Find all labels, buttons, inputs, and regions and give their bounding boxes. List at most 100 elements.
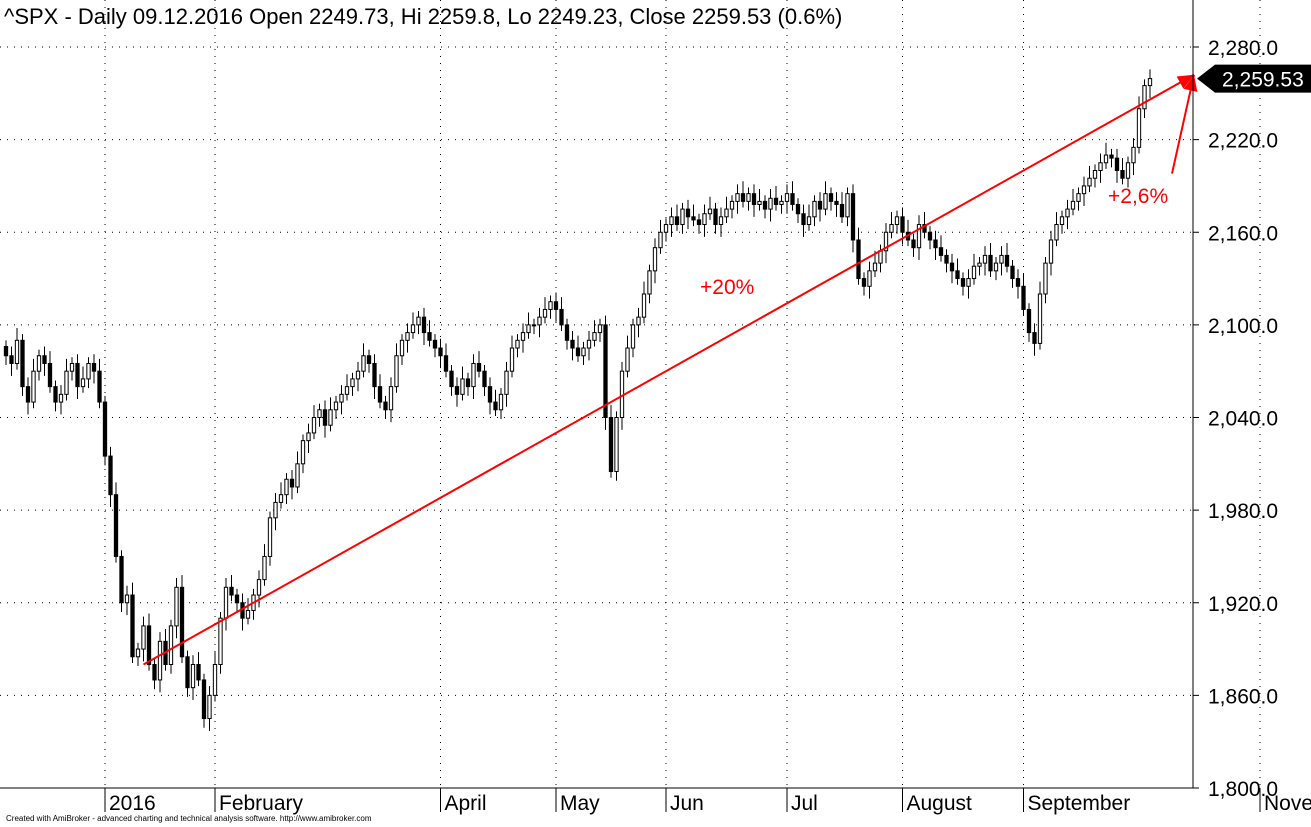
- candle-body: [201, 679, 207, 720]
- candle-body: [757, 200, 762, 205]
- candle-body: [262, 555, 267, 581]
- candle-body: [1087, 177, 1092, 187]
- candle-body: [1026, 308, 1032, 334]
- candle-body: [278, 494, 284, 503]
- candle-body: [944, 254, 949, 264]
- candle-body: [465, 378, 471, 388]
- candle-body: [47, 362, 53, 388]
- candle-body: [207, 694, 212, 720]
- candle-body: [751, 193, 757, 205]
- candle-body: [432, 339, 438, 349]
- y-tick-label: 1,860.0: [1208, 685, 1278, 708]
- candle-body: [168, 625, 174, 665]
- y-axis: 2,280.0 2,220.0 2,160.0 2,100.0 2,040.0 1,980…: [1193, 37, 1278, 801]
- x-tick-label: November: [1264, 792, 1311, 815]
- arrow-head: [1183, 74, 1198, 92]
- candle-body: [504, 370, 509, 395]
- candle-body: [130, 594, 135, 658]
- candle-body: [812, 200, 817, 218]
- candle-body: [31, 370, 36, 403]
- candle-body: [1043, 262, 1048, 295]
- candle-body: [927, 231, 933, 241]
- candle-body: [889, 224, 894, 233]
- candle-body: [630, 324, 636, 349]
- candle-body: [339, 393, 344, 403]
- candle-body: [1076, 193, 1081, 202]
- candle-body: [234, 594, 240, 604]
- candle-body: [658, 231, 663, 249]
- candle-body: [1142, 85, 1147, 110]
- candle-body: [328, 409, 333, 426]
- candle-body: [1103, 154, 1109, 164]
- candle-body: [36, 355, 42, 372]
- chart-title: ^SPX - Daily 09.12.2016 Open 2249.73, Hi…: [4, 4, 843, 29]
- candle-body: [482, 370, 487, 388]
- y-tick-label: 1,800.0: [1208, 778, 1278, 801]
- candle-body: [1081, 185, 1087, 195]
- candle-body: [185, 656, 190, 689]
- y-tick-label: 2,040.0: [1208, 408, 1278, 431]
- x-tick-label: August: [907, 792, 973, 815]
- candle-body: [729, 200, 735, 210]
- y-tick-label: 2,160.0: [1208, 222, 1278, 245]
- candle-body: [966, 278, 971, 287]
- candle-body: [366, 355, 372, 364]
- candle-body: [850, 193, 856, 241]
- candle-body: [1010, 265, 1015, 280]
- candle-body: [9, 355, 14, 364]
- x-tick-label: April: [445, 792, 487, 815]
- candle-body: [625, 347, 630, 372]
- x-tick-label: 2016: [109, 792, 156, 815]
- candle-body: [245, 609, 251, 619]
- candle-body: [42, 355, 47, 364]
- candle-body: [911, 239, 916, 249]
- candle-body: [361, 355, 366, 372]
- candle-body: [476, 362, 482, 372]
- candle-body: [806, 216, 812, 226]
- candle-body: [405, 332, 410, 341]
- candle-body: [586, 339, 592, 349]
- candle-body: [190, 664, 196, 689]
- candle-body: [179, 586, 185, 658]
- candle-body: [955, 270, 960, 280]
- candle-body: [669, 216, 674, 226]
- candle-body: [135, 648, 141, 658]
- candle-body: [801, 213, 806, 226]
- candle-body: [311, 417, 317, 434]
- candle-body: [1125, 162, 1131, 179]
- candle-body: [383, 401, 388, 411]
- arrow-head: [1176, 74, 1194, 89]
- candle-body: [537, 316, 542, 326]
- candle-body: [394, 355, 399, 388]
- candle-body: [157, 640, 163, 681]
- y-tick-label: 1,920.0: [1208, 593, 1278, 616]
- candle-body: [982, 254, 988, 264]
- candle-body: [509, 347, 515, 372]
- candle-body: [410, 324, 416, 334]
- candle-body: [454, 386, 460, 395]
- candle-body: [1021, 285, 1026, 310]
- candle-body: [300, 440, 306, 465]
- x-tick-label: February: [219, 792, 304, 815]
- candle-body: [1037, 293, 1043, 344]
- candle-body: [229, 586, 234, 596]
- candle-body: [762, 200, 768, 210]
- y-tick-label: 2,100.0: [1208, 315, 1278, 338]
- annotations: +20% +2,6%: [143, 73, 1198, 666]
- candle-body: [102, 401, 108, 457]
- candle-body: [795, 203, 801, 215]
- candle-body: [25, 386, 31, 403]
- candle-body: [399, 339, 405, 357]
- candle-body: [1131, 146, 1136, 164]
- candle-body: [53, 386, 58, 403]
- candle-body: [740, 193, 746, 202]
- candle-body: [520, 332, 526, 341]
- candle-body: [273, 501, 278, 519]
- candles: [3, 69, 1153, 731]
- candle-body: [267, 517, 273, 557]
- candle-body: [1054, 224, 1059, 241]
- candle-body: [993, 262, 999, 272]
- candle-body: [960, 278, 966, 287]
- candle-body: [322, 409, 328, 426]
